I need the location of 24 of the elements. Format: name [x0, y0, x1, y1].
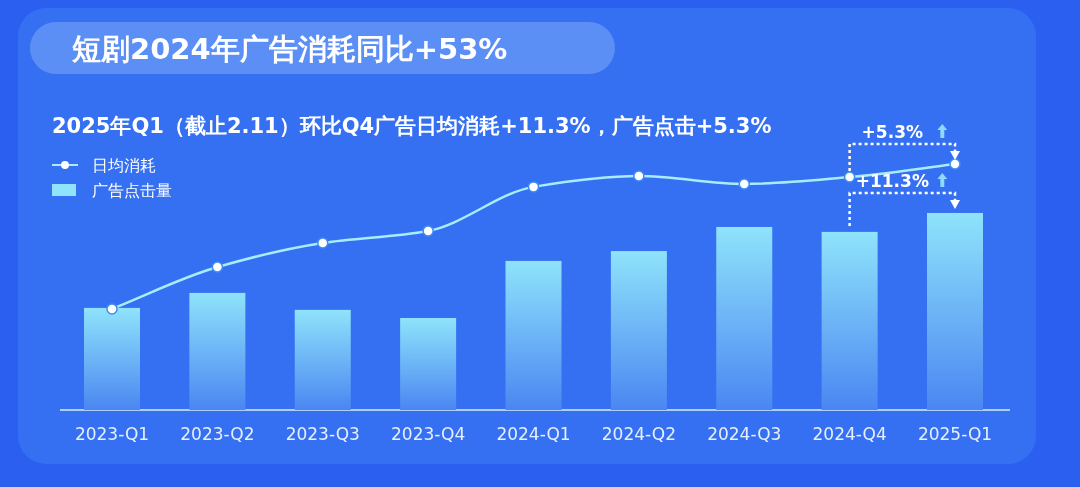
- bar: [821, 231, 878, 410]
- x-tick-label: 2023-Q1: [74, 424, 150, 444]
- x-tick-label: 2025-Q1: [917, 424, 993, 444]
- legend-label: 日均消耗: [92, 156, 156, 175]
- x-tick-label: 2024-Q4: [812, 424, 887, 444]
- x-tick-label: 2023-Q3: [285, 424, 360, 444]
- bar: [927, 212, 983, 410]
- annotation: +11.3%: [855, 170, 929, 191]
- bar: [84, 307, 140, 410]
- chart-subtitle: 2025年Q1（截止2.11）环比Q4广告日均消耗+11.3%，广告点击+5.3%: [52, 114, 772, 138]
- bar: [400, 318, 457, 410]
- x-tick-label: 2023-Q4: [391, 424, 466, 444]
- bar: [505, 260, 562, 410]
- bar: [294, 309, 351, 410]
- chart-title: 短剧2024年广告消耗同比+53%: [71, 32, 508, 66]
- x-tick-label: 2024-Q2: [601, 424, 676, 444]
- bar: [189, 292, 246, 410]
- x-tick-label: 2024-Q1: [496, 424, 571, 444]
- text: +5.3%: [861, 122, 924, 142]
- x-tick-label: 2023-Q2: [180, 424, 255, 444]
- bar: [716, 226, 773, 410]
- bar: [610, 251, 667, 410]
- x-tick-label: 2024-Q3: [707, 424, 782, 444]
- legend-label: 广告点击量: [92, 181, 172, 200]
